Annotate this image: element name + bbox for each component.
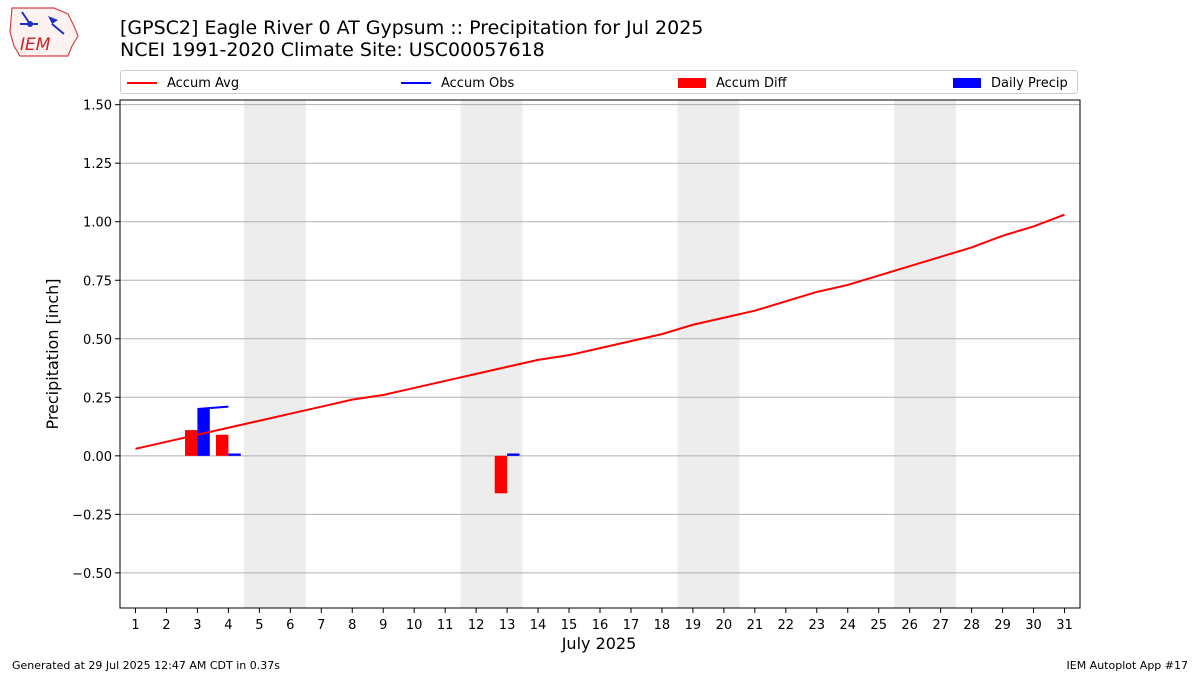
legend-label-accum-diff: Accum Diff bbox=[716, 75, 787, 91]
gridlines-group bbox=[120, 104, 1080, 574]
x-tick-label-18: 18 bbox=[654, 618, 671, 633]
weekend-band-2 bbox=[460, 100, 523, 608]
accum-diff-bar-day-4 bbox=[216, 434, 229, 456]
x-tick-label-13: 13 bbox=[499, 618, 516, 633]
x-tick-label-26: 26 bbox=[901, 618, 918, 633]
footer-app-text: IEM Autoplot App #17 bbox=[1066, 659, 1189, 672]
x-tick-label-30: 30 bbox=[1025, 618, 1042, 633]
logo-text: IEM bbox=[20, 35, 51, 55]
y-ticks-group: −0.50 −0.25 0.00 0.25 0.50 0.75 1.00 1.25 1.50 bbox=[72, 99, 120, 582]
legend-label-accum-obs: Accum Obs bbox=[441, 75, 515, 91]
footer-generated-text: Generated at 29 Jul 2025 12:47 AM CDT in… bbox=[12, 659, 280, 672]
y-tick-label-1: −0.25 bbox=[72, 508, 112, 523]
y-tick-label-4: 0.50 bbox=[83, 333, 112, 348]
legend-label-accum-avg: Accum Avg bbox=[167, 75, 240, 91]
x-tick-label-27: 27 bbox=[932, 618, 949, 633]
iem-logo: IEM bbox=[9, 7, 79, 57]
daily-precip-bar-day-13 bbox=[507, 453, 520, 456]
x-tick-label-16: 16 bbox=[592, 618, 609, 633]
legend-swatch-accum-diff bbox=[678, 78, 706, 88]
legend-item-accum-avg: Accum Avg bbox=[127, 74, 239, 92]
accum-diff-bar-day-13 bbox=[494, 455, 508, 494]
bars-group bbox=[185, 409, 520, 494]
legend-swatch-daily-precip bbox=[953, 78, 981, 88]
x-tick-label-29: 29 bbox=[994, 618, 1011, 633]
x-tick-label-15: 15 bbox=[561, 618, 578, 633]
x-tick-label-20: 20 bbox=[716, 618, 733, 633]
y-tick-label-3: 0.25 bbox=[83, 391, 112, 406]
x-tick-label-17: 17 bbox=[623, 618, 640, 633]
legend-item-daily-precip: Daily Precip bbox=[953, 74, 1068, 92]
x-tick-label-22: 22 bbox=[778, 618, 795, 633]
y-tick-label-7: 1.25 bbox=[83, 157, 112, 172]
x-tick-label-12: 12 bbox=[468, 618, 485, 633]
y-tick-label-8: 1.50 bbox=[83, 99, 112, 114]
x-tick-label-14: 14 bbox=[530, 618, 547, 633]
x-tick-label-9: 9 bbox=[379, 618, 387, 633]
x-tick-label-8: 8 bbox=[348, 618, 356, 633]
x-tick-label-11: 11 bbox=[437, 618, 454, 633]
x-ticks-group: 1 2 3 4 5 6 7 8 9 10 11 12 13 14 15 16 17 18 19 20 21 22 23 24 2… bbox=[131, 608, 1073, 633]
x-tick-label-1: 1 bbox=[131, 618, 139, 633]
x-tick-label-19: 19 bbox=[685, 618, 702, 633]
x-tick-label-31: 31 bbox=[1056, 618, 1073, 633]
legend-swatch-accum-obs bbox=[401, 82, 431, 84]
daily-precip-bar-day-3 bbox=[197, 409, 210, 456]
weekend-shading-group bbox=[243, 100, 957, 608]
accum-obs-line bbox=[197, 405, 229, 411]
x-tick-label-7: 7 bbox=[317, 618, 325, 633]
x-tick-label-6: 6 bbox=[286, 618, 294, 633]
x-tick-label-28: 28 bbox=[963, 618, 980, 633]
lines-group bbox=[135, 213, 1065, 450]
axes-group bbox=[119, 99, 1081, 609]
title-line-2: NCEI 1991-2020 Climate Site: USC00057618 bbox=[120, 39, 545, 61]
accum-avg-line bbox=[135, 213, 1065, 450]
x-tick-label-21: 21 bbox=[747, 618, 764, 633]
legend-item-accum-diff: Accum Diff bbox=[678, 74, 787, 92]
chart-title: [GPSC2] Eagle River 0 AT Gypsum :: Preci… bbox=[120, 17, 703, 61]
x-tick-label-5: 5 bbox=[255, 618, 263, 633]
x-axis-label: July 2025 bbox=[561, 634, 637, 653]
y-tick-label-6: 1.00 bbox=[83, 216, 112, 231]
y-axis-label: Precipitation [inch] bbox=[43, 278, 62, 429]
weekend-band-4 bbox=[894, 100, 957, 608]
title-line-1: [GPSC2] Eagle River 0 AT Gypsum :: Preci… bbox=[120, 17, 704, 39]
x-tick-label-10: 10 bbox=[406, 618, 423, 633]
x-tick-label-24: 24 bbox=[839, 618, 856, 633]
x-tick-label-4: 4 bbox=[224, 618, 232, 633]
legend-item-accum-obs: Accum Obs bbox=[401, 74, 514, 92]
weekend-band-1 bbox=[243, 100, 306, 608]
plot-frame bbox=[119, 99, 1081, 609]
daily-precip-bar-day-4 bbox=[228, 453, 241, 456]
legend-label-daily-precip: Daily Precip bbox=[991, 75, 1068, 91]
x-tick-label-23: 23 bbox=[809, 618, 826, 633]
legend: Accum Avg Accum Obs Accum Diff Daily Pre… bbox=[120, 70, 1078, 94]
accum-diff-bar-day-3 bbox=[185, 430, 198, 456]
weekend-band-3 bbox=[677, 100, 740, 608]
y-tick-label-5: 0.75 bbox=[83, 274, 112, 289]
x-tick-label-2: 2 bbox=[162, 618, 170, 633]
legend-swatch-accum-avg bbox=[127, 82, 157, 84]
y-tick-label-2: 0.00 bbox=[83, 450, 112, 465]
y-tick-label-0: −0.50 bbox=[72, 567, 112, 582]
x-tick-label-25: 25 bbox=[870, 618, 887, 633]
x-tick-label-3: 3 bbox=[193, 618, 201, 633]
